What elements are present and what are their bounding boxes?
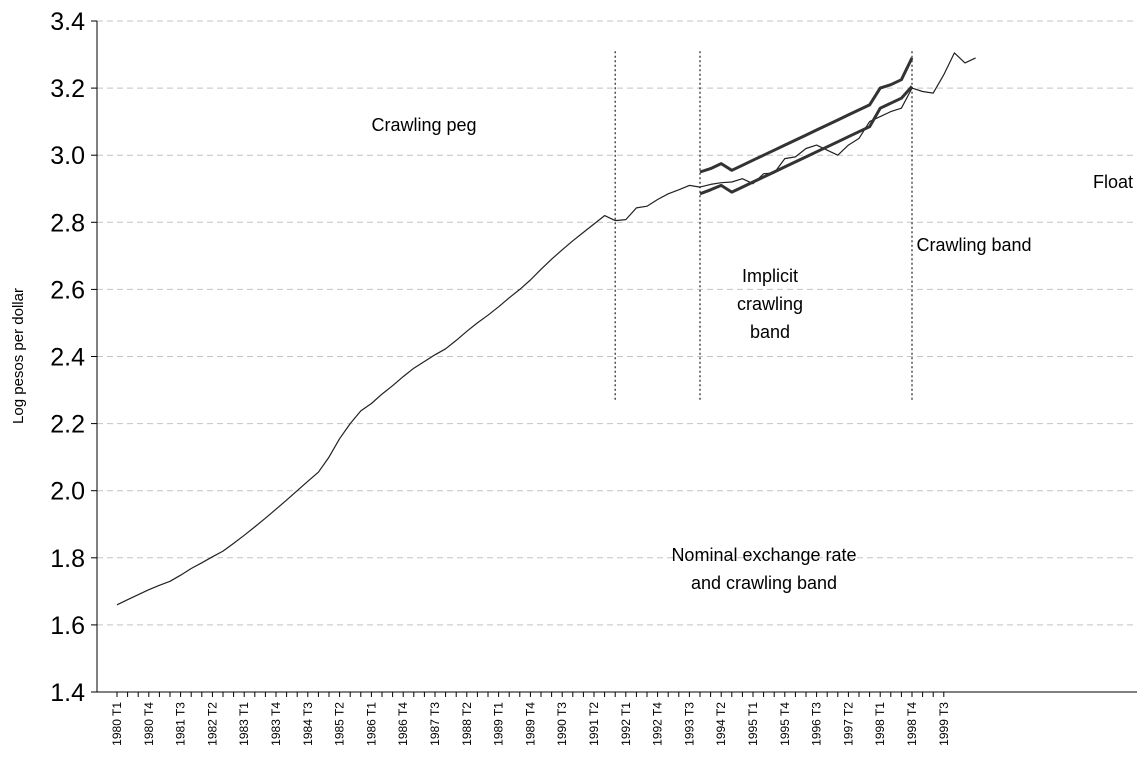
annotation-implicit-band: band	[750, 322, 790, 342]
annotation-implicit-band: crawling	[737, 294, 803, 314]
y-tick-label: 2.8	[50, 209, 85, 237]
x-tick-label: 1997 T2	[841, 702, 855, 746]
x-tick-label: 1998 T1	[873, 702, 887, 746]
x-tick-label: 1996 T3	[810, 702, 824, 746]
annotation-nominal-rate: Nominal exchange rate	[671, 545, 856, 565]
x-axis: 1980 T1 1980 T4 1981 T3 1982 T2 1983 T1 1983 …	[97, 691, 1137, 746]
y-axis: 1.4 1.6 1.8 2.0 2.2 2.4 2.6 2.8 3.0 3.2 3.4	[50, 8, 98, 707]
y-tick-label: 2.4	[50, 344, 85, 372]
x-tick-label: 1991 T2	[587, 702, 601, 746]
series-line-rate	[116, 52, 976, 606]
x-tick-label: 1985 T2	[333, 702, 347, 746]
x-tick-label: 1988 T2	[460, 702, 474, 746]
series-line-band-upper	[699, 57, 914, 174]
y-tick-label: 2.2	[50, 411, 85, 439]
x-tick-label: 1994 T2	[714, 702, 728, 746]
annotation-float: Float	[1093, 172, 1133, 192]
x-tick-label: 1995 T1	[746, 702, 760, 746]
annotations: Crawling peg Implicit crawling band Crawling…	[371, 115, 1133, 593]
x-tick-label: 1987 T3	[428, 702, 442, 746]
series-line-band-lower	[699, 85, 914, 196]
y-tick-label: 3.0	[50, 142, 85, 170]
gridlines	[97, 20, 1137, 626]
x-tick-label: 1989 T4	[523, 702, 537, 746]
y-tick-label: 2.6	[50, 276, 85, 304]
x-tick-label: 1995 T4	[778, 702, 792, 746]
annotation-crawling-peg: Crawling peg	[371, 115, 476, 135]
y-tick-label: 1.8	[50, 545, 85, 573]
x-tick-label: 1984 T3	[301, 702, 315, 746]
x-tick-label: 1999 T3	[937, 702, 951, 746]
regime-dividers	[614, 51, 913, 401]
x-tick-label: 1986 T1	[364, 702, 378, 746]
y-tick-label: 1.4	[50, 679, 85, 707]
x-tick-label: 1980 T4	[142, 702, 156, 746]
x-tick-label: 1989 T1	[492, 702, 506, 746]
x-tick-label: 1990 T3	[555, 702, 569, 746]
y-tick-label: 2.0	[50, 478, 85, 506]
x-tick-label: 1983 T4	[269, 702, 283, 746]
x-tick-label: 1998 T4	[905, 702, 919, 746]
annotation-crawling-band: Crawling band	[916, 235, 1031, 255]
x-tick-label: 1980 T1	[110, 702, 124, 746]
annotation-nominal-rate: and crawling band	[691, 573, 837, 593]
y-tick-label: 3.4	[50, 8, 85, 36]
x-tick-label: 1986 T4	[396, 702, 410, 746]
x-tick-label: 1992 T4	[651, 702, 665, 746]
x-tick-label: 1981 T3	[174, 702, 188, 746]
y-tick-label: 1.6	[50, 612, 85, 640]
y-tick-label: 3.2	[50, 75, 85, 103]
x-tick-label: 1982 T2	[205, 702, 219, 746]
x-tick-label: 1983 T1	[237, 702, 251, 746]
x-tick-label: 1992 T1	[619, 702, 633, 746]
annotation-implicit-band: Implicit	[742, 266, 798, 286]
y-axis-label: Log pesos per dollar	[10, 288, 27, 424]
series-lines	[116, 52, 976, 606]
x-tick-label: 1993 T3	[682, 702, 696, 746]
